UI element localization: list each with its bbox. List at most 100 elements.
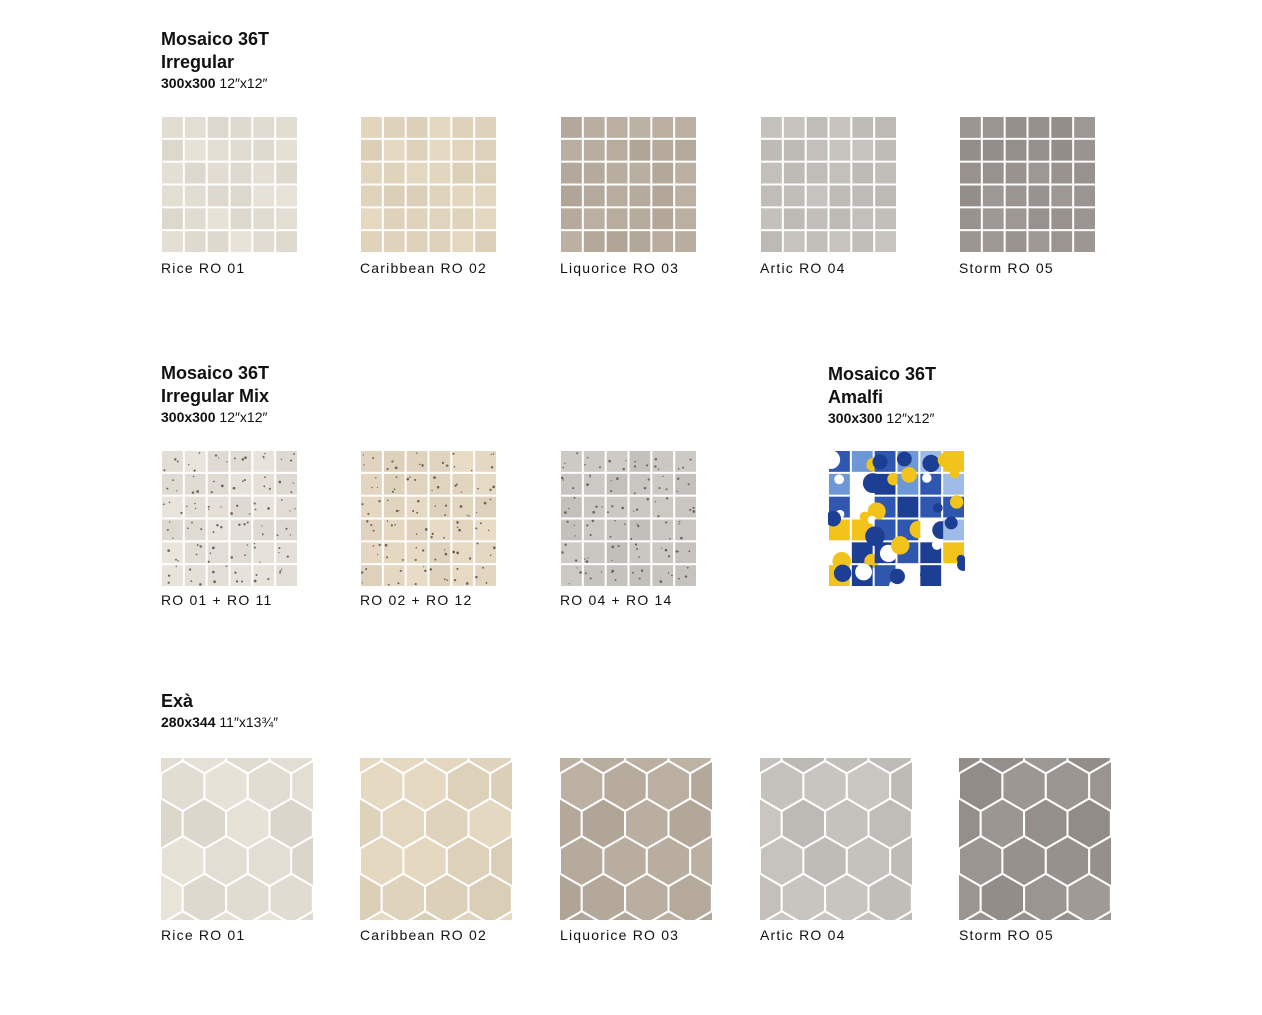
mosaic-chip bbox=[652, 162, 674, 184]
mosaic-chip bbox=[583, 208, 605, 230]
speckle bbox=[193, 469, 196, 472]
mosaic-chip bbox=[783, 208, 805, 230]
mosaic-chip bbox=[852, 162, 874, 184]
speckle bbox=[186, 505, 188, 508]
mosaic-chip bbox=[806, 185, 828, 207]
mosaic-chip bbox=[561, 451, 582, 472]
mosaic-chip bbox=[1074, 208, 1095, 230]
mosaic-chip bbox=[475, 542, 496, 564]
mosaic-chip bbox=[383, 208, 405, 230]
speckle bbox=[634, 543, 638, 546]
speckle bbox=[492, 485, 496, 489]
mosaic-chip bbox=[361, 162, 382, 184]
speckle bbox=[226, 461, 228, 463]
speckle bbox=[458, 528, 461, 532]
speckle bbox=[261, 525, 263, 527]
size-mm: 300x300 bbox=[161, 75, 216, 91]
mosaic-chip bbox=[606, 542, 628, 564]
mosaic-chip bbox=[675, 473, 696, 495]
hexagon-tile bbox=[807, 910, 843, 920]
chip-pattern bbox=[922, 454, 940, 473]
speckle bbox=[244, 554, 247, 557]
chip-pattern bbox=[828, 450, 841, 470]
mosaic-chip bbox=[276, 139, 297, 161]
mosaic-chip bbox=[184, 117, 206, 138]
speckle bbox=[264, 452, 266, 455]
mosaic-chip bbox=[1051, 231, 1073, 252]
mosaic-chip bbox=[806, 139, 828, 161]
section-subtitle: Amalfi bbox=[828, 387, 884, 407]
speckle bbox=[386, 520, 389, 522]
speckle bbox=[667, 555, 671, 558]
chip-pattern bbox=[931, 539, 943, 550]
mosaic-chip bbox=[276, 208, 297, 230]
mosaic-chip bbox=[875, 208, 896, 230]
speckle bbox=[576, 452, 579, 455]
speckle bbox=[574, 559, 578, 562]
speckle bbox=[564, 462, 566, 464]
mosaic-chip bbox=[982, 208, 1004, 230]
mosaic-chip bbox=[675, 519, 696, 541]
speckle bbox=[664, 548, 668, 552]
chip-pattern bbox=[950, 495, 964, 509]
speckle bbox=[261, 533, 264, 536]
speckle bbox=[492, 453, 495, 455]
speckle bbox=[684, 575, 688, 578]
mosaic-chip bbox=[361, 473, 382, 495]
speckle bbox=[188, 464, 190, 466]
speckle bbox=[454, 484, 457, 487]
mosaic-chip bbox=[629, 473, 651, 495]
speckle bbox=[361, 503, 364, 506]
mosaic-chip bbox=[276, 231, 297, 252]
mosaic-chip bbox=[162, 117, 183, 138]
speckle bbox=[621, 506, 625, 510]
speckle bbox=[263, 485, 266, 488]
mosaic-chip bbox=[783, 162, 805, 184]
tile-swatch bbox=[760, 116, 897, 253]
chip-pattern bbox=[872, 454, 888, 470]
section-subtitle: Irregular Mix bbox=[161, 386, 270, 406]
chip-pattern bbox=[890, 536, 910, 555]
section-subtitle: Irregular bbox=[161, 52, 235, 72]
speckle bbox=[477, 487, 479, 490]
speckle bbox=[688, 550, 691, 553]
mosaic-chip bbox=[475, 162, 496, 184]
speckle bbox=[174, 458, 177, 461]
speckle bbox=[640, 569, 644, 573]
mosaic-chip bbox=[675, 185, 696, 207]
mosaic-chip bbox=[230, 565, 252, 586]
mosaic-chip bbox=[1051, 139, 1073, 161]
speckle bbox=[397, 509, 400, 512]
mosaic-chip bbox=[960, 117, 981, 138]
speckle bbox=[489, 554, 492, 557]
speckle bbox=[490, 465, 494, 469]
size-inches: 12″x12″ bbox=[219, 409, 268, 425]
size-mm: 280x344 bbox=[161, 714, 216, 730]
speckle bbox=[248, 513, 251, 515]
mosaic-chip bbox=[184, 473, 206, 495]
mosaic-chip bbox=[606, 519, 628, 541]
speckle bbox=[199, 583, 202, 586]
mosaic-chip bbox=[829, 117, 851, 138]
mosaic-chip bbox=[276, 185, 297, 207]
speckle bbox=[637, 524, 640, 528]
mosaic-chip bbox=[452, 519, 474, 541]
tile-label: Caribbean RO 02 bbox=[360, 260, 487, 276]
speckle bbox=[586, 456, 589, 459]
mosaic-chip bbox=[960, 162, 981, 184]
tile-label: Liquorice RO 03 bbox=[560, 260, 680, 276]
chip-pattern bbox=[899, 499, 913, 513]
speckle bbox=[196, 544, 199, 547]
speckle bbox=[452, 452, 455, 455]
speckle bbox=[175, 565, 177, 568]
mosaic-chip bbox=[1074, 162, 1095, 184]
mosaic-chip bbox=[982, 117, 1004, 138]
speckle bbox=[601, 506, 603, 508]
mosaic-chip bbox=[162, 231, 183, 252]
mosaic-chip bbox=[207, 185, 229, 207]
mosaic-chip bbox=[629, 185, 651, 207]
mosaic-chip bbox=[361, 139, 382, 161]
mosaic-chip bbox=[1074, 117, 1095, 138]
mosaic-chip bbox=[230, 542, 252, 564]
mosaic-chip bbox=[429, 473, 451, 495]
